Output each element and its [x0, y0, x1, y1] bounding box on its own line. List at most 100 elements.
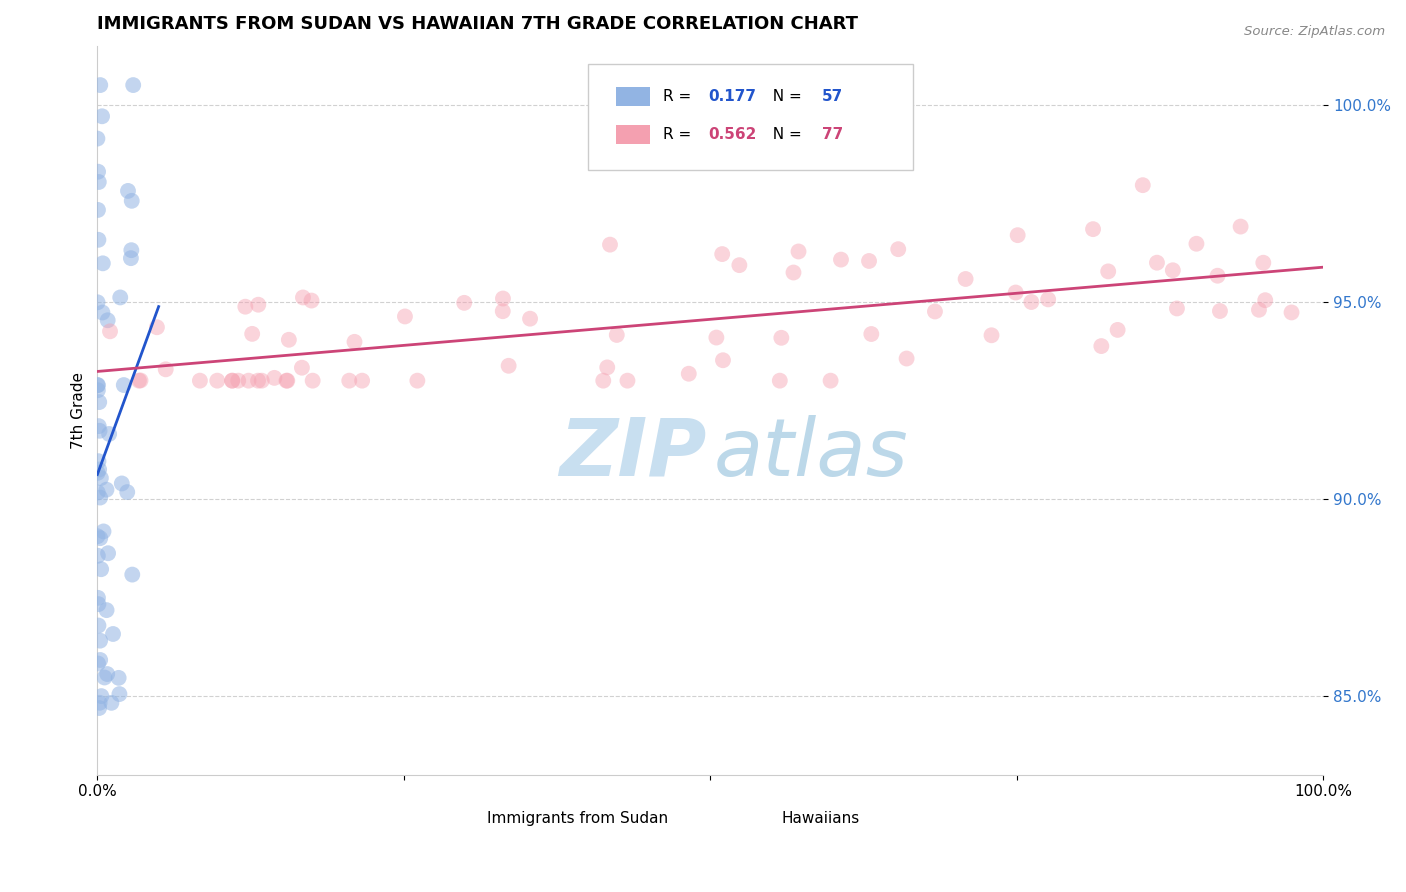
Point — [89, 424, 111, 438]
Text: Hawaiians: Hawaiians — [782, 811, 859, 826]
Point — [90, 562, 112, 576]
Point — [89, 633, 111, 648]
Point — [91, 305, 114, 319]
Point — [226, 374, 249, 388]
Point — [87, 701, 110, 715]
Point — [112, 378, 135, 392]
Point — [277, 333, 299, 347]
Point — [155, 362, 177, 376]
Point — [678, 367, 700, 381]
Point — [89, 462, 111, 476]
Point — [238, 374, 260, 388]
Point — [233, 300, 256, 314]
Point — [1206, 268, 1229, 283]
Point — [1254, 293, 1277, 308]
Point — [301, 374, 323, 388]
Point — [770, 331, 793, 345]
FancyBboxPatch shape — [588, 64, 912, 169]
Point — [453, 296, 475, 310]
FancyBboxPatch shape — [453, 811, 479, 827]
Point — [711, 247, 734, 261]
Point — [1166, 301, 1188, 316]
Point — [97, 313, 120, 327]
Text: IMMIGRANTS FROM SUDAN VS HAWAIIAN 7TH GRADE CORRELATION CHART: IMMIGRANTS FROM SUDAN VS HAWAIIAN 7TH GR… — [97, 15, 858, 33]
Point — [616, 374, 638, 388]
Point — [394, 310, 416, 324]
Text: 77: 77 — [823, 128, 844, 142]
Point — [498, 359, 520, 373]
Point — [89, 395, 111, 409]
Point — [87, 454, 110, 468]
Point — [728, 258, 751, 272]
Point — [820, 374, 842, 388]
Point — [247, 374, 270, 388]
Point — [263, 371, 285, 385]
Point — [86, 529, 108, 543]
Point — [89, 653, 111, 667]
Text: Source: ZipAtlas.com: Source: ZipAtlas.com — [1244, 25, 1385, 38]
Point — [606, 328, 628, 343]
Text: 0.562: 0.562 — [707, 128, 756, 142]
Point — [240, 326, 263, 341]
Point — [924, 304, 946, 318]
Point — [90, 689, 112, 703]
FancyBboxPatch shape — [616, 125, 650, 145]
Text: 57: 57 — [823, 89, 844, 104]
Point — [107, 671, 129, 685]
Point — [87, 618, 110, 632]
Point — [276, 374, 298, 388]
Point — [492, 304, 515, 318]
Y-axis label: 7th Grade: 7th Grade — [72, 372, 86, 449]
Point — [1090, 339, 1112, 353]
Point — [87, 202, 110, 217]
Point — [87, 485, 110, 500]
Point — [87, 657, 110, 671]
Point — [121, 567, 143, 582]
Point — [87, 419, 110, 434]
Point — [337, 374, 360, 388]
Point — [896, 351, 918, 366]
Point — [128, 374, 150, 388]
Point — [1281, 305, 1303, 319]
Point — [87, 597, 110, 611]
Point — [860, 326, 883, 341]
Point — [1146, 255, 1168, 269]
Point — [89, 696, 111, 710]
Point — [90, 471, 112, 485]
Point — [1107, 323, 1129, 337]
Point — [93, 524, 115, 539]
Point — [117, 184, 139, 198]
Point — [769, 374, 792, 388]
Point — [97, 546, 120, 560]
Point — [111, 476, 134, 491]
Point — [782, 266, 804, 280]
Point — [188, 374, 211, 388]
Point — [787, 244, 810, 259]
Point — [120, 243, 142, 257]
Point — [955, 272, 977, 286]
Point — [1161, 263, 1184, 277]
Point — [87, 164, 110, 178]
Point — [1036, 293, 1059, 307]
Point — [122, 78, 145, 92]
Point — [858, 254, 880, 268]
Point — [599, 237, 621, 252]
Point — [980, 328, 1002, 343]
Point — [1185, 236, 1208, 251]
Point — [1004, 285, 1026, 300]
Point — [87, 383, 110, 397]
Point — [301, 293, 323, 308]
Point — [93, 671, 115, 685]
Text: N =: N = — [763, 128, 807, 142]
Point — [1007, 228, 1029, 243]
Text: N =: N = — [763, 89, 807, 104]
Point — [291, 360, 314, 375]
Point — [596, 360, 619, 375]
Point — [146, 320, 169, 334]
Point — [86, 295, 108, 310]
Point — [98, 427, 121, 442]
Point — [711, 353, 734, 368]
Text: Immigrants from Sudan: Immigrants from Sudan — [488, 811, 668, 826]
Point — [406, 374, 429, 388]
Point — [291, 290, 314, 304]
